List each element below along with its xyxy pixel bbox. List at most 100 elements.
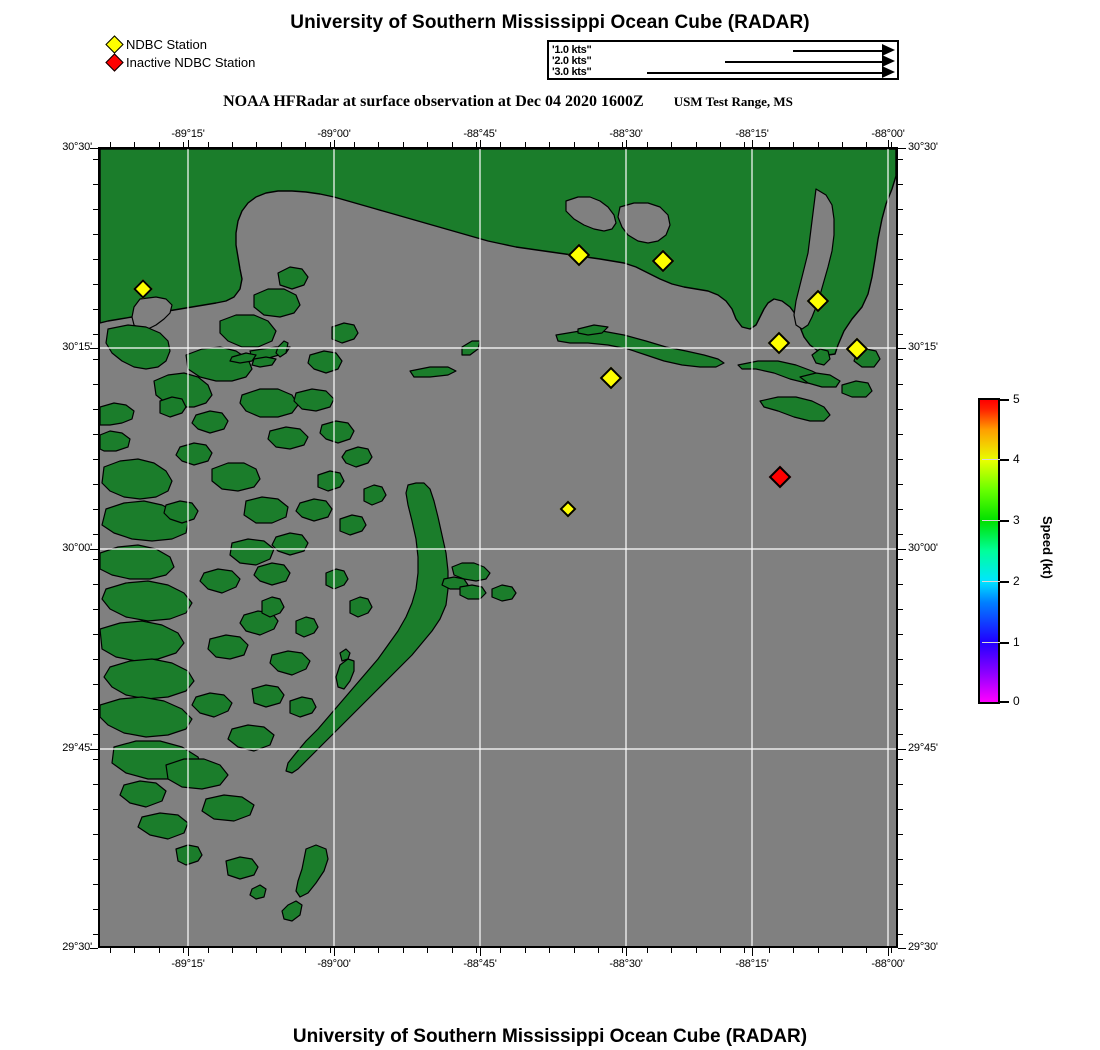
x-major-tick-bottom-1 — [334, 948, 335, 956]
mobile-bay — [793, 188, 835, 330]
colorbar-tick-5: 5 — [1013, 392, 1020, 406]
x-minor-tick — [305, 142, 306, 147]
y-minor-tick — [898, 534, 903, 535]
vector-scale-row-2: '2.0 kts" — [549, 55, 897, 68]
x-minor-tick — [403, 948, 404, 953]
y-minor-tick — [898, 659, 903, 660]
footer-title: University of Southern Mississippi Ocean… — [292, 1026, 808, 1047]
x-minor-tick — [134, 948, 135, 953]
y-minor-tick — [93, 434, 98, 435]
y-minor-tick — [898, 609, 903, 610]
y-minor-tick — [898, 684, 903, 685]
x-minor-tick — [793, 948, 794, 953]
x-axis-label-top-3: -88°30' — [609, 128, 643, 140]
x-axis-label-bottom-2: -88°45' — [463, 958, 497, 970]
x-axis-label-bottom-0: -89°15' — [171, 958, 205, 970]
y-major-tick-left-2 — [90, 549, 98, 550]
x-axis-label-bottom-4: -88°15' — [735, 958, 769, 970]
y-minor-tick — [898, 284, 903, 285]
x-minor-tick — [525, 948, 526, 953]
x-axis-label-top-0: -89°15' — [171, 128, 205, 140]
vector-scale-label-2: '2.0 kts" — [552, 55, 592, 67]
colorbar-tick-1: 1 — [1013, 635, 1020, 649]
y-minor-tick — [93, 734, 98, 735]
x-minor-tick — [549, 142, 550, 147]
y-minor-tick — [93, 359, 98, 360]
y-minor-tick — [898, 159, 903, 160]
y-minor-tick — [898, 459, 903, 460]
page-title: University of Southern Mississippi Ocean… — [290, 12, 810, 33]
y-axis-label-right-3: 29°45' — [908, 742, 938, 754]
y-major-tick-right-0 — [898, 148, 906, 149]
x-major-tick-top-1 — [334, 140, 335, 148]
y-minor-tick — [898, 559, 903, 560]
x-minor-tick — [110, 948, 111, 953]
arrow-head-icon — [882, 44, 895, 56]
diamond-marker-icon — [105, 35, 124, 54]
x-minor-tick — [452, 142, 453, 147]
y-minor-tick — [898, 209, 903, 210]
x-major-tick-top-3 — [626, 140, 627, 148]
x-axis-label-top-1: -89°00' — [317, 128, 351, 140]
x-minor-tick — [622, 948, 623, 953]
y-minor-tick — [93, 909, 98, 910]
x-minor-tick — [378, 948, 379, 953]
y-minor-tick — [93, 809, 98, 810]
x-minor-tick — [476, 142, 477, 147]
x-major-tick-top-2 — [480, 140, 481, 148]
colorbar-tick-4: 4 — [1013, 452, 1020, 466]
x-minor-tick — [256, 948, 257, 953]
y-major-tick-left-4 — [90, 948, 98, 949]
y-major-tick-left-3 — [90, 749, 98, 750]
y-minor-tick — [93, 384, 98, 385]
y-minor-tick — [93, 884, 98, 885]
x-minor-tick — [500, 142, 501, 147]
y-minor-tick — [898, 634, 903, 635]
x-minor-tick — [159, 142, 160, 147]
y-minor-tick — [898, 484, 903, 485]
y-minor-tick — [93, 609, 98, 610]
y-minor-tick — [898, 709, 903, 710]
legend-item-inactive-ndbc-station: Inactive NDBC Station — [105, 53, 255, 72]
x-minor-tick — [696, 142, 697, 147]
x-minor-tick — [208, 142, 209, 147]
pearl-river-marsh — [105, 324, 171, 370]
map-canvas[interactable] — [98, 147, 898, 948]
y-axis-label-left-1: 30°15' — [62, 341, 92, 353]
x-minor-tick — [354, 948, 355, 953]
vector-scale-label-1: '1.0 kts" — [552, 44, 592, 56]
chandeleur-islands — [281, 482, 517, 922]
x-minor-tick — [208, 948, 209, 953]
y-minor-tick — [898, 234, 903, 235]
y-minor-tick — [93, 584, 98, 585]
x-major-tick-bottom-0 — [188, 948, 189, 956]
y-major-tick-right-4 — [898, 948, 906, 949]
x-axis-label-top-4: -88°15' — [735, 128, 769, 140]
x-minor-tick — [891, 948, 892, 953]
y-minor-tick — [93, 284, 98, 285]
x-axis-label-top-5: -88°00' — [871, 128, 905, 140]
y-minor-tick — [93, 459, 98, 460]
x-minor-tick — [793, 142, 794, 147]
y-axis-label-left-2: 30°00' — [62, 542, 92, 554]
y-minor-tick — [93, 484, 98, 485]
x-minor-tick — [647, 948, 648, 953]
x-minor-tick — [476, 948, 477, 953]
x-minor-tick — [818, 142, 819, 147]
pascagoula-bay — [617, 202, 671, 244]
y-minor-tick — [898, 259, 903, 260]
y-axis-label-left-3: 29°45' — [62, 742, 92, 754]
y-minor-tick — [898, 584, 903, 585]
y-minor-tick — [898, 409, 903, 410]
vector-scale-label-3: '3.0 kts" — [552, 66, 592, 78]
y-axis-label-left-0: 30°30' — [62, 141, 92, 153]
y-minor-tick — [93, 684, 98, 685]
colorbar-gradient — [978, 398, 1000, 704]
mississippi-delta-marsh — [100, 266, 387, 900]
vector-scale-row-3: '3.0 kts" — [549, 66, 897, 79]
y-minor-tick — [898, 809, 903, 810]
x-minor-tick — [744, 948, 745, 953]
x-axis-label-bottom-3: -88°30' — [609, 958, 643, 970]
barrier-islands — [229, 324, 881, 422]
x-axis-label-bottom-1: -89°00' — [317, 958, 351, 970]
